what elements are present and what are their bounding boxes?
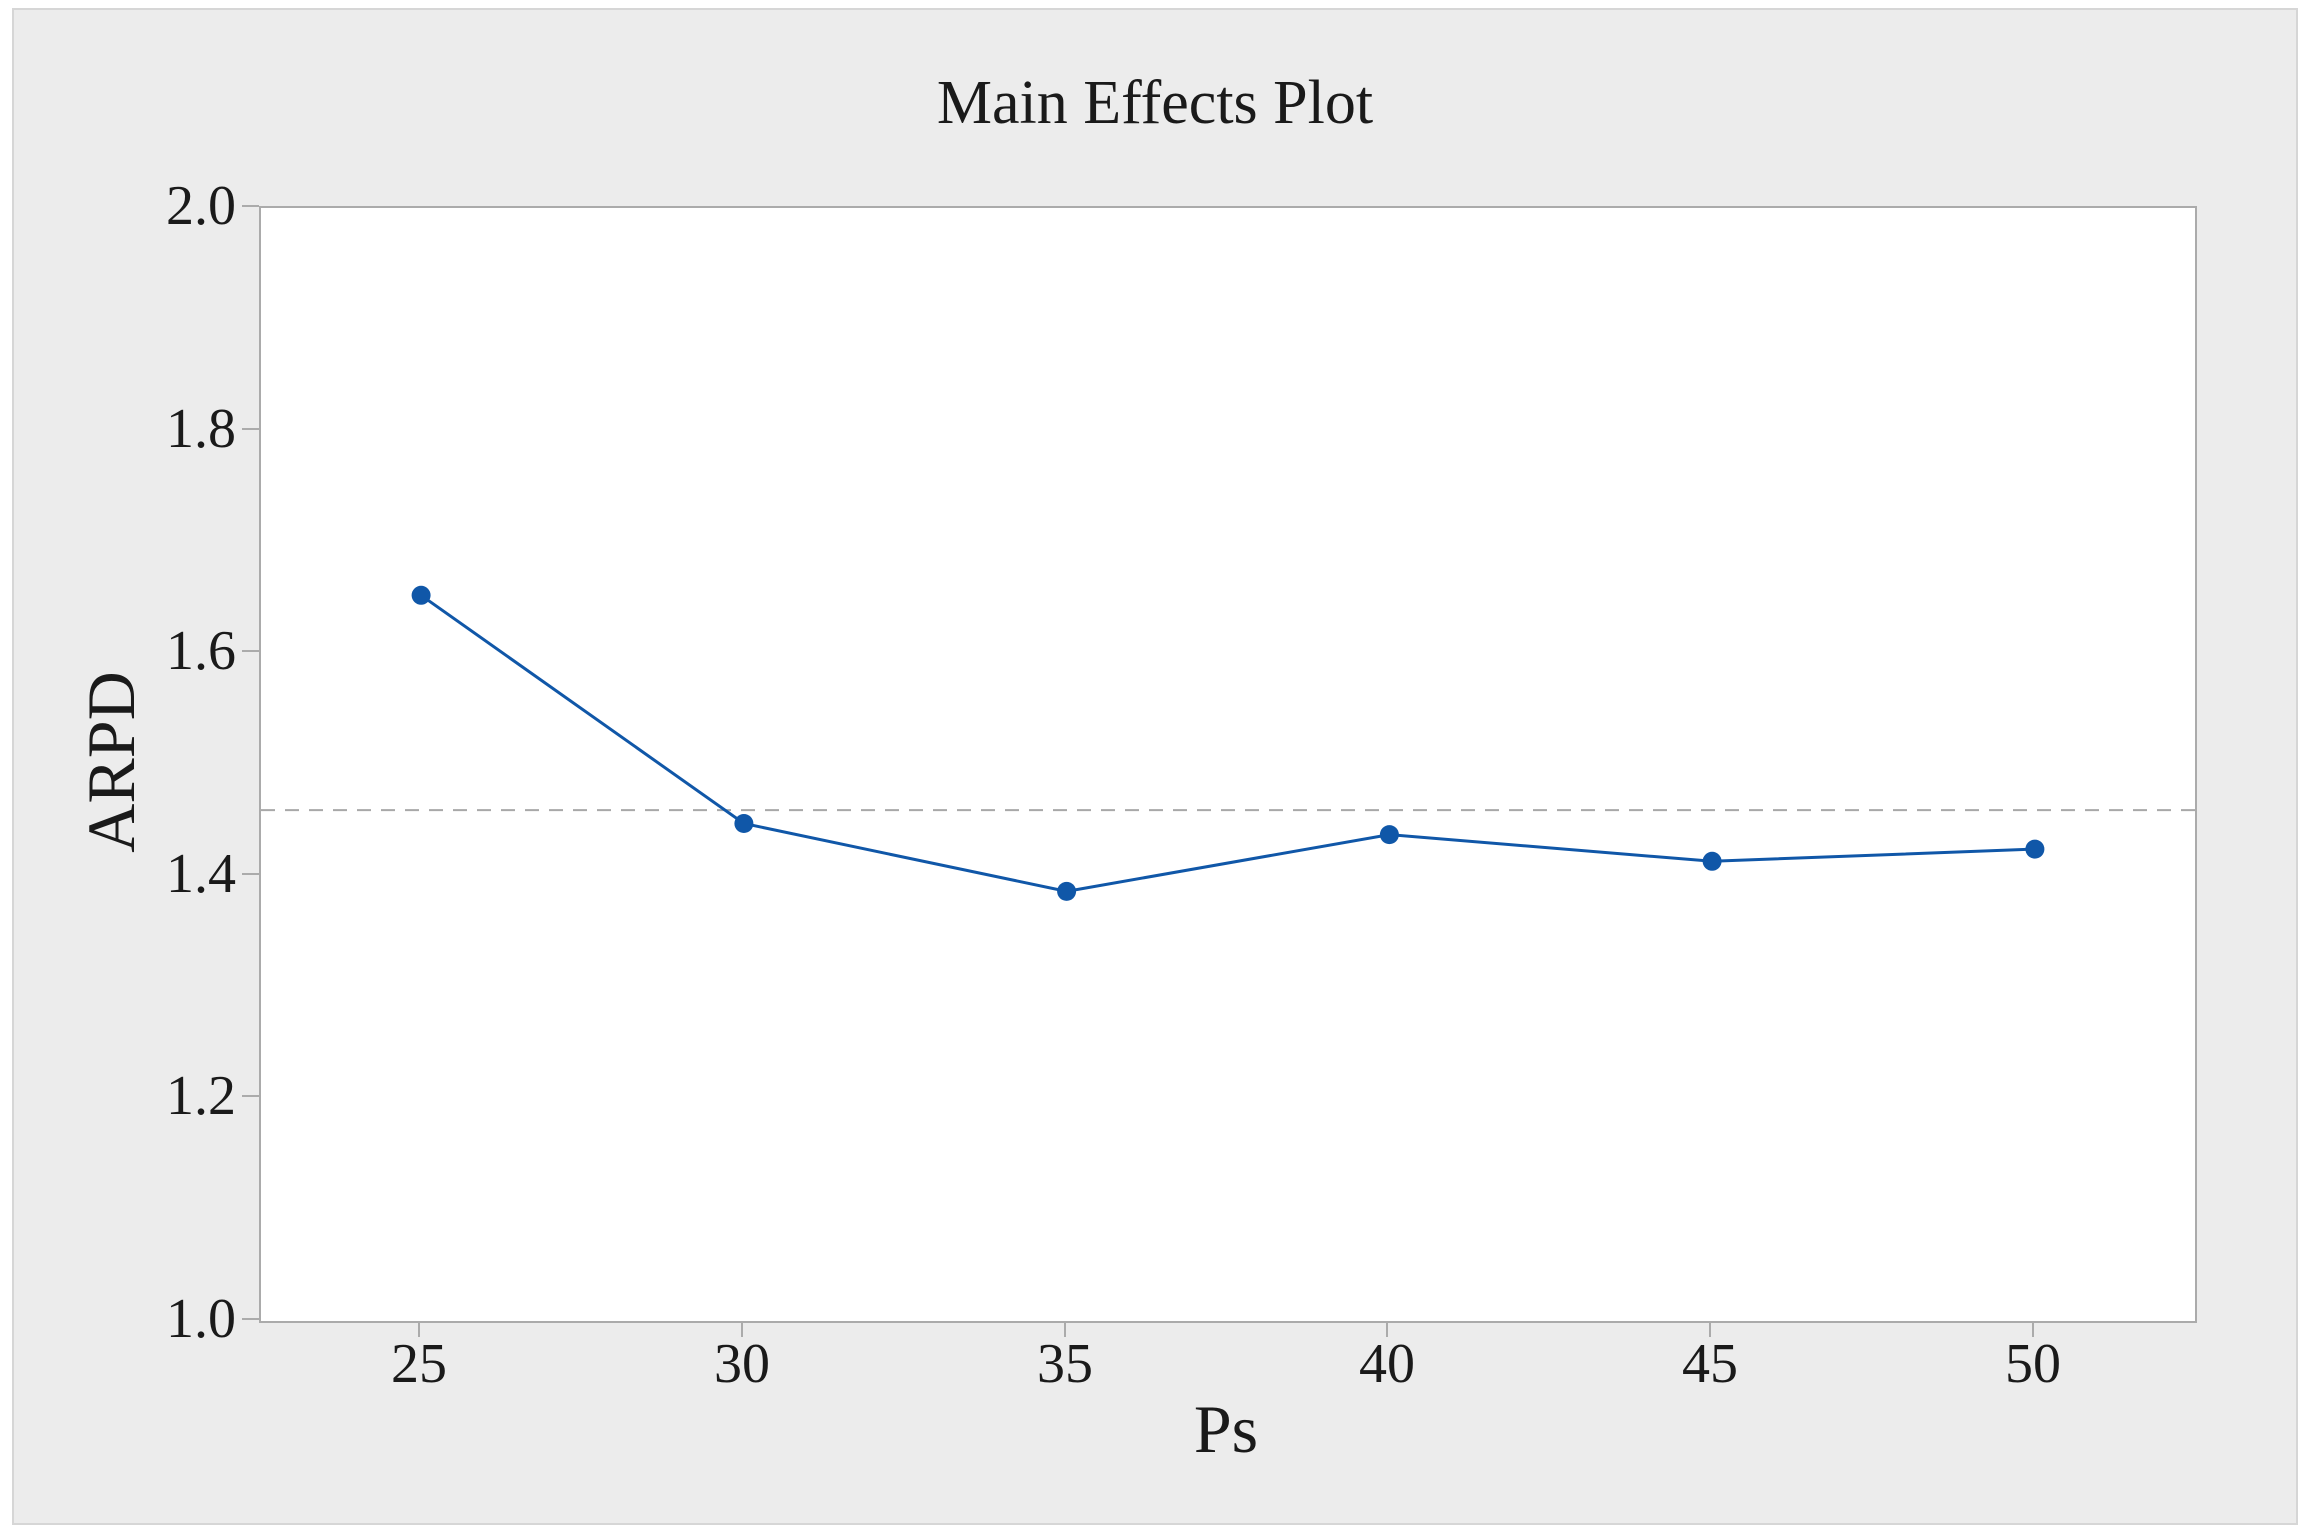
x-axis-title: Ps <box>1193 1391 1259 1467</box>
chart-title: Main Effects Plot <box>936 69 1374 137</box>
data-point <box>1379 825 1399 845</box>
x-tick-label: 25 <box>391 1333 447 1395</box>
y-axis-title: ARPD <box>73 671 149 853</box>
y-tick-label: 1.6 <box>166 620 236 682</box>
x-tick-mark <box>2032 1321 2034 1337</box>
y-tick-label: 1.4 <box>166 843 236 905</box>
y-tick-label: 2.0 <box>166 175 236 237</box>
x-tick-mark <box>1709 1321 1711 1337</box>
x-tick-mark <box>741 1321 743 1337</box>
data-point <box>1702 851 1722 871</box>
y-tick-mark <box>242 873 259 875</box>
y-tick-mark <box>242 1095 259 1097</box>
x-tick-label: 35 <box>1037 1333 1093 1395</box>
y-tick-mark <box>242 650 259 652</box>
data-point <box>411 585 431 605</box>
x-tick-mark <box>418 1321 420 1337</box>
plot-area <box>259 206 2197 1323</box>
y-tick-label: 1.8 <box>166 398 236 460</box>
data-point <box>1057 881 1077 901</box>
x-tick-label: 40 <box>1359 1333 1415 1395</box>
y-tick-mark <box>242 428 259 430</box>
y-tick-label: 1.0 <box>166 1288 236 1350</box>
series-plot <box>261 585 2195 901</box>
y-tick-mark <box>242 1318 259 1320</box>
y-tick-mark <box>242 205 259 207</box>
x-tick-label: 45 <box>1682 1333 1738 1395</box>
data-point <box>734 814 754 833</box>
series-line <box>420 594 2035 893</box>
x-tick-mark <box>1386 1321 1388 1337</box>
x-tick-mark <box>1064 1321 1066 1337</box>
data-point <box>2025 839 2045 859</box>
figure-canvas: Main Effects Plot 2.0 1.8 1.6 1.4 1.2 1.0 25 3… <box>12 8 2298 1525</box>
x-tick-label: 50 <box>2005 1333 2061 1395</box>
x-tick-label: 30 <box>714 1333 770 1395</box>
y-tick-label: 1.2 <box>166 1065 236 1127</box>
